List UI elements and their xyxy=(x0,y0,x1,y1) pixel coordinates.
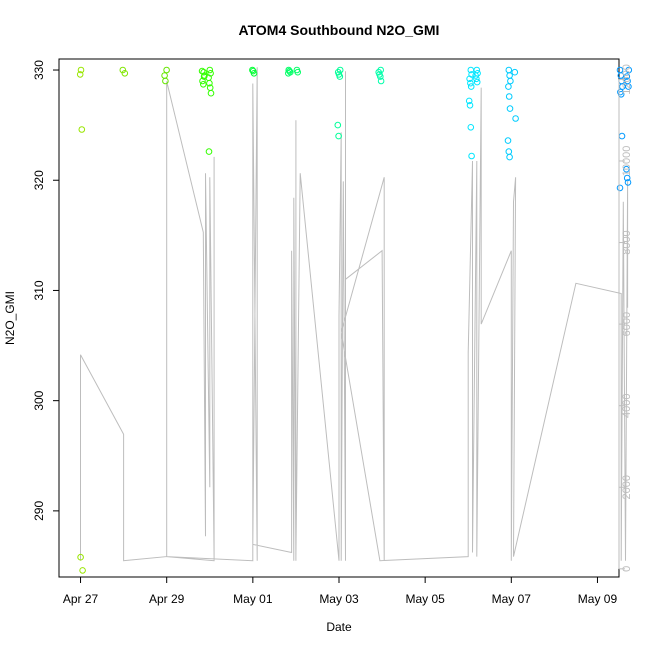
data-point xyxy=(507,77,514,85)
data-point xyxy=(467,124,475,131)
data-point xyxy=(206,79,213,87)
data-point xyxy=(511,68,519,76)
data-point xyxy=(335,132,342,140)
data-point xyxy=(473,78,481,86)
data-point xyxy=(467,79,474,87)
data-point xyxy=(623,73,631,80)
data-point xyxy=(505,148,513,155)
data-point xyxy=(206,66,214,74)
data-point xyxy=(623,165,630,173)
data-point xyxy=(250,70,258,77)
x-tick-label: May 09 xyxy=(578,592,618,606)
data-point xyxy=(77,553,84,561)
data-point xyxy=(618,132,626,140)
data-point xyxy=(78,126,86,133)
data-point xyxy=(466,75,473,83)
data-point xyxy=(76,71,84,78)
data-point xyxy=(207,89,215,97)
data-point xyxy=(625,66,633,74)
y2-tick-label: 2000 xyxy=(621,475,633,499)
data-point xyxy=(162,77,169,85)
x-tick-label: Apr 27 xyxy=(63,592,99,606)
data-point xyxy=(505,93,513,100)
data-points xyxy=(76,66,633,574)
data-point xyxy=(198,67,206,75)
data-point xyxy=(505,66,513,74)
data-point xyxy=(617,91,625,98)
data-point xyxy=(377,77,385,85)
data-point xyxy=(506,72,513,79)
x-tick-label: May 03 xyxy=(319,592,359,606)
y-tick-label: 320 xyxy=(32,170,46,190)
data-point xyxy=(623,174,631,182)
chart-title: ATOM4 Southbound N2O_GMI xyxy=(239,22,440,38)
data-point xyxy=(334,121,342,129)
y-tick-label: 310 xyxy=(32,280,46,300)
x-axis-label: Date xyxy=(326,620,352,634)
data-point xyxy=(467,83,475,90)
data-point xyxy=(512,115,519,122)
data-point xyxy=(466,102,474,109)
data-point xyxy=(200,73,208,80)
data-point xyxy=(336,66,344,74)
y-axis-right: 0 2000 4000 6000 8000 10000 12000 xyxy=(618,64,633,572)
data-point xyxy=(79,567,86,574)
data-point xyxy=(199,77,206,85)
y2-tick-label: 10000 xyxy=(621,146,633,177)
data-point xyxy=(249,66,256,74)
y2-tick-label: 0 xyxy=(621,566,633,572)
data-point xyxy=(119,66,127,74)
data-point xyxy=(121,70,129,77)
data-point xyxy=(506,153,513,161)
data-point xyxy=(472,72,479,79)
x-tick-label: Apr 29 xyxy=(149,592,185,606)
data-point xyxy=(506,105,514,112)
data-point xyxy=(285,70,292,77)
data-point xyxy=(616,184,624,192)
data-point xyxy=(625,83,632,90)
secondary-series-line xyxy=(80,67,629,562)
x-tick-label: May 01 xyxy=(233,592,273,606)
data-point xyxy=(377,73,384,80)
x-tick-label: May 05 xyxy=(405,592,445,606)
secondary-series xyxy=(80,67,629,562)
data-point xyxy=(504,137,512,144)
data-point xyxy=(163,66,170,74)
y2-tick-label: 4000 xyxy=(621,393,633,417)
y-tick-label: 300 xyxy=(32,390,46,410)
data-point xyxy=(377,66,385,74)
data-point xyxy=(505,83,512,90)
data-point xyxy=(336,73,344,80)
y2-tick-label: 12000 xyxy=(621,64,633,95)
x-axis: Apr 27 Apr 29 May 01 May 03 May 05 May 07 May … xyxy=(63,576,618,606)
data-point xyxy=(161,72,168,79)
x-tick-label: May 07 xyxy=(492,592,532,606)
y-axis-label: N2O_GMI xyxy=(3,291,17,345)
data-point xyxy=(205,148,213,155)
y2-tick-label: 8000 xyxy=(621,230,633,254)
y-tick-label: 290 xyxy=(32,501,46,521)
data-point xyxy=(77,66,85,74)
data-point xyxy=(200,81,207,88)
data-point xyxy=(465,97,473,105)
y-tick-label: 330 xyxy=(32,60,46,80)
data-point xyxy=(468,152,475,160)
data-point xyxy=(200,68,207,76)
data-point xyxy=(624,179,632,186)
data-point xyxy=(473,75,480,83)
data-point xyxy=(294,68,302,76)
y-axis-left: 290 300 310 320 330 xyxy=(32,60,60,521)
y2-tick-label: 6000 xyxy=(621,312,633,336)
